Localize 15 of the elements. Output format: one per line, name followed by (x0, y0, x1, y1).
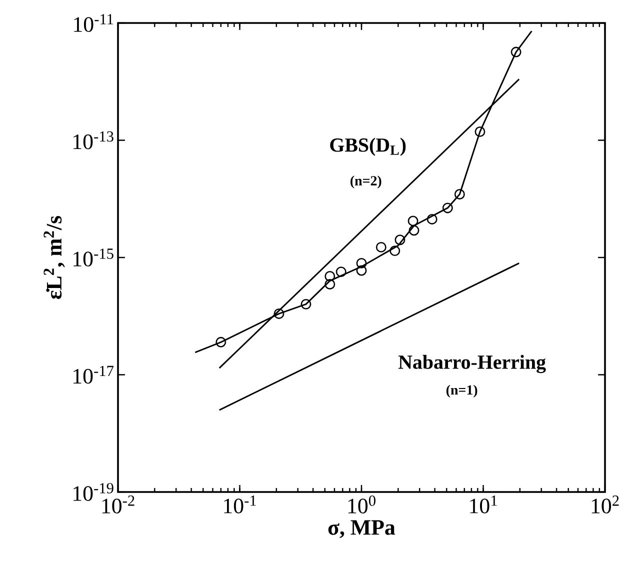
x-tick-label: 10$^{0}$ (348, 496, 376, 514)
y-tick-label: 10$^{-17}$ (74, 366, 114, 384)
y-tick-label: 10$^{-15}$ (74, 248, 114, 266)
annotation: (n=1) (446, 384, 478, 398)
annotation: GBS(D$_{L}$) (330, 138, 406, 156)
y-tick-label: 10$^{-11}$ (74, 14, 114, 32)
y-tick-label: 10$^{-13}$ (74, 131, 114, 150)
x-tick-label: 10$^{1}$ (470, 496, 497, 514)
x-tick-label: 10$^{2}$ (592, 496, 619, 514)
y-axis-title: ε̇L$^{2}$, m$^{2}$/s (44, 216, 65, 299)
annotation: Nabarro-Herring (398, 354, 546, 374)
x-tick-label: 10$^{-1}$ (224, 496, 256, 514)
x-axis-title: σ, MPa (328, 520, 396, 538)
x-tick-label: 10$^{-2}$ (102, 496, 134, 514)
annotation: (n=2) (350, 176, 382, 188)
